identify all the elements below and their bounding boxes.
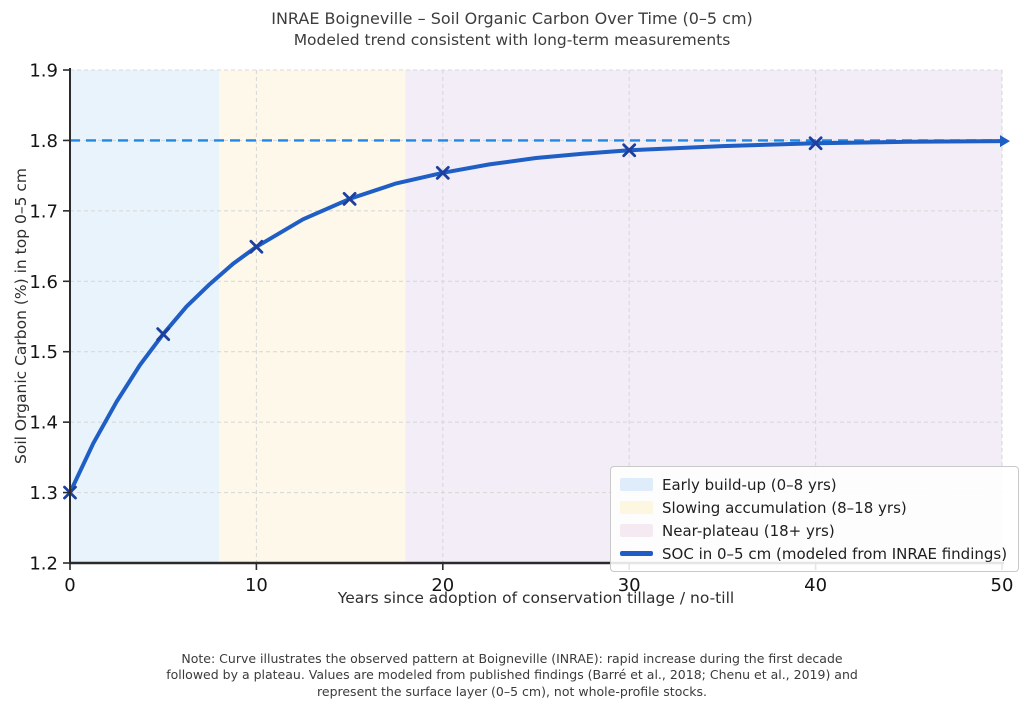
data-point-marker <box>342 191 357 206</box>
y-tick-label: 1.4 <box>29 413 58 434</box>
y-tick-label: 1.6 <box>29 272 58 293</box>
legend-label: Early build-up (0–8 yrs) <box>662 475 837 494</box>
legend-patch-swatch-icon <box>620 478 653 491</box>
x-tick-label: 10 <box>245 575 268 596</box>
footnote-line-3: represent the surface layer (0–5 cm), no… <box>317 683 707 699</box>
curve-end-arrow-icon <box>1000 135 1010 148</box>
legend-label: Near-plateau (18+ yrs) <box>662 521 835 540</box>
footnote-line-2: followed by a plateau. Values are modele… <box>166 667 858 683</box>
y-axis-label: Soil Organic Carbon (%) in top 0–5 cm <box>12 168 30 464</box>
legend-entry: Slowing accumulation (8–18 yrs) <box>620 497 1007 518</box>
data-point-marker <box>808 136 823 151</box>
y-tick-label: 1.9 <box>29 61 58 82</box>
legend-patch-swatch-icon <box>620 524 653 537</box>
chart-subtitle: Modeled trend consistent with long-term … <box>293 31 731 49</box>
y-tick-label: 1.7 <box>29 201 58 222</box>
legend-entry: Near-plateau (18+ yrs) <box>620 520 1007 541</box>
data-point-marker <box>249 239 264 254</box>
legend: Early build-up (0–8 yrs) Slowing accumula… <box>610 466 1020 572</box>
y-tick-label: 1.8 <box>29 131 58 152</box>
chart-title: INRAE Boigneville – Soil Organic Carbon … <box>271 9 753 28</box>
y-tick-label: 1.5 <box>29 342 58 363</box>
legend-entry: Early build-up (0–8 yrs) <box>620 474 1007 495</box>
x-tick-label: 30 <box>618 575 641 596</box>
legend-label: SOC in 0–5 cm (modeled from INRAE findin… <box>662 544 1008 563</box>
y-tick-label: 1.2 <box>29 554 58 575</box>
data-point-marker <box>435 165 450 180</box>
legend-label: Slowing accumulation (8–18 yrs) <box>662 498 907 517</box>
x-tick-label: 0 <box>64 575 75 596</box>
x-axis-label: Years since adoption of conservation til… <box>337 589 735 607</box>
legend-patch-swatch-icon <box>620 501 653 514</box>
legend-line-swatch-icon <box>620 551 653 556</box>
phase-band-1 <box>70 70 220 563</box>
data-point-marker <box>156 327 171 342</box>
phase-band-2 <box>219 70 406 563</box>
data-point-marker <box>622 143 637 158</box>
y-tick-label: 1.3 <box>29 483 58 504</box>
x-tick-label: 40 <box>804 575 827 596</box>
legend-entry: SOC in 0–5 cm (modeled from INRAE findin… <box>620 543 1007 564</box>
footnote: Note: Curve illustrates the observed pat… <box>0 651 1024 700</box>
x-tick-label: 20 <box>431 575 454 596</box>
x-tick-label: 50 <box>991 575 1014 596</box>
footnote-line-1: Note: Curve illustrates the observed pat… <box>181 651 843 666</box>
